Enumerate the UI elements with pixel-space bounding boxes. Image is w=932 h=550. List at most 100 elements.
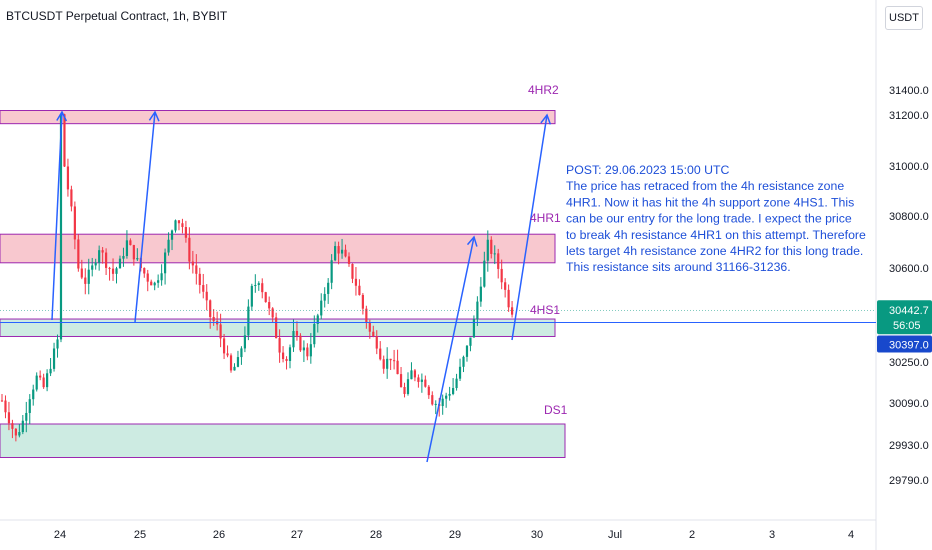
- candle-body: [413, 370, 417, 378]
- candle-body: [403, 387, 406, 394]
- candle-body: [316, 315, 319, 324]
- candle-body: [299, 335, 302, 351]
- candle-body: [229, 355, 233, 371]
- chart-title: BTCUSDT Perpetual Contract, 1h, BYBIT: [6, 9, 228, 23]
- price-badges: 30442.7 56:05 30397.0: [877, 300, 932, 353]
- candle-body: [445, 395, 448, 399]
- price-axis[interactable]: 31400.0 31200.0 31000.0 30800.0 30600.0 30250…: [889, 85, 929, 487]
- candle-body: [98, 250, 101, 263]
- candle-body: [28, 399, 31, 413]
- candle-body: [486, 239, 489, 261]
- candle-body: [358, 285, 361, 295]
- candle-body: [472, 319, 476, 338]
- candle-body: [66, 166, 70, 190]
- candle-body: [77, 239, 80, 269]
- candle-body: [146, 273, 149, 282]
- candle-body: [354, 278, 358, 286]
- candle-body: [500, 268, 503, 283]
- candle-body: [181, 223, 184, 228]
- candle-body: [236, 357, 240, 367]
- x-tick-label: 29: [449, 529, 461, 541]
- zone-label-4hr2: 4HR2: [528, 83, 559, 97]
- last-price-label: 30442.7: [889, 305, 929, 317]
- candle-body: [389, 358, 392, 361]
- x-tick-label: 28: [370, 529, 382, 541]
- candle-body: [510, 307, 514, 315]
- candle-body: [177, 220, 181, 224]
- candle-body: [379, 348, 382, 360]
- arrow-head: [466, 235, 478, 247]
- candle-body: [337, 246, 340, 254]
- candle-body: [115, 268, 118, 274]
- x-tick-label: 30: [531, 529, 543, 541]
- y-tick-label: 29930.0: [889, 440, 929, 452]
- candle-body: [469, 337, 472, 346]
- candle-body: [382, 359, 385, 369]
- candle-body: [105, 252, 108, 268]
- annotation-line: lets target 4h resistance zone 4HR2 for …: [566, 244, 863, 258]
- candle-body: [39, 375, 42, 378]
- candle-body: [136, 258, 139, 260]
- arrow-head: [56, 110, 68, 122]
- candle-body: [306, 347, 309, 357]
- candle-body: [157, 280, 160, 283]
- candle-body: [233, 366, 236, 371]
- candle-body: [84, 277, 87, 284]
- candle-body: [129, 240, 132, 246]
- candle-body: [160, 273, 163, 281]
- candle-body: [80, 268, 83, 278]
- candle-body: [361, 294, 364, 309]
- time-axis[interactable]: 24 25 26 27 28 29 30 Jul 2 3 4: [54, 529, 854, 541]
- candle-body: [101, 250, 104, 253]
- currency-button[interactable]: USDT: [885, 6, 923, 30]
- candle-body: [365, 308, 368, 323]
- x-tick-label: 4: [848, 529, 854, 541]
- candle-body: [184, 227, 188, 238]
- candle-body: [441, 398, 444, 407]
- y-tick-label: 30800.0: [889, 211, 929, 223]
- horizontal-line-layer: [0, 309, 876, 324]
- candle-body: [188, 237, 191, 262]
- candle-body: [455, 378, 458, 389]
- candle-body: [202, 285, 205, 292]
- y-tick-label: 31200.0: [889, 110, 929, 122]
- arrow-head: [540, 113, 552, 125]
- candle-body: [191, 261, 194, 266]
- candle-body: [344, 249, 347, 257]
- candle-body: [320, 300, 323, 316]
- candle-body: [63, 114, 66, 167]
- candle-body: [222, 338, 226, 354]
- candle-body: [170, 230, 174, 240]
- candle-body: [7, 412, 11, 424]
- candle-body: [410, 370, 413, 380]
- candle-body: [122, 255, 125, 259]
- candle-body: [153, 282, 156, 286]
- candle-body: [399, 374, 403, 388]
- candle-body: [368, 322, 371, 332]
- candle-body: [198, 273, 201, 286]
- zone-4hr2: [0, 110, 556, 125]
- candle-body: [271, 308, 274, 318]
- candle-body: [219, 324, 222, 339]
- last-price-badge: [877, 300, 932, 335]
- candle-body: [46, 373, 49, 388]
- zone-label-4hr1: 4HR1: [530, 211, 561, 225]
- candle-body: [309, 344, 312, 357]
- candle-body: [292, 330, 295, 348]
- candle-body: [209, 300, 212, 317]
- candle-body: [434, 403, 437, 405]
- candle-body: [212, 316, 215, 322]
- zone-labels-layer: 4HR2 4HR1 4HS1 DS1: [528, 83, 568, 417]
- candle-body: [195, 265, 198, 274]
- candle-body: [163, 252, 167, 274]
- candle-body: [507, 289, 510, 308]
- candle-body: [458, 366, 462, 379]
- candle-body: [375, 336, 378, 349]
- y-tick-label: 29790.0: [889, 475, 929, 487]
- candle-body: [465, 345, 469, 357]
- x-tick-label: 25: [134, 529, 146, 541]
- x-tick-label: 27: [291, 529, 303, 541]
- candle-body: [323, 293, 326, 301]
- candle-body: [264, 292, 267, 303]
